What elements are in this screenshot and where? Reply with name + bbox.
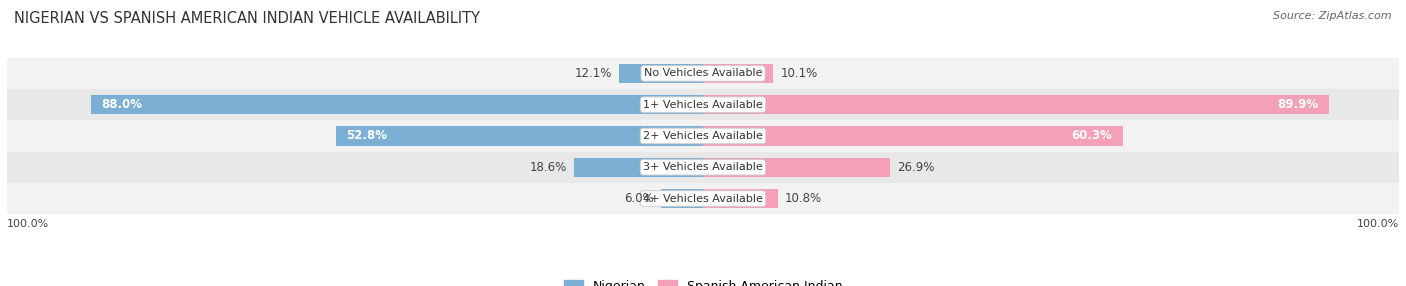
Text: 52.8%: 52.8% <box>346 130 387 142</box>
Bar <box>703 64 773 83</box>
Bar <box>7 58 1399 89</box>
Legend: Nigerian, Spanish American Indian: Nigerian, Spanish American Indian <box>558 275 848 286</box>
Text: 26.9%: 26.9% <box>897 161 935 174</box>
Bar <box>703 189 778 208</box>
Bar <box>703 126 1122 146</box>
Text: 6.0%: 6.0% <box>624 192 654 205</box>
Bar <box>7 183 1399 214</box>
Text: No Vehicles Available: No Vehicles Available <box>644 68 762 78</box>
Bar <box>7 120 1399 152</box>
Bar <box>619 64 703 83</box>
Text: Source: ZipAtlas.com: Source: ZipAtlas.com <box>1274 11 1392 21</box>
Bar <box>7 152 1399 183</box>
Bar <box>574 158 703 177</box>
Text: 100.0%: 100.0% <box>7 219 49 229</box>
Bar <box>661 189 703 208</box>
Text: 2+ Vehicles Available: 2+ Vehicles Available <box>643 131 763 141</box>
Bar <box>90 95 703 114</box>
Text: 12.1%: 12.1% <box>575 67 612 80</box>
Text: 88.0%: 88.0% <box>101 98 142 111</box>
Bar <box>703 95 1329 114</box>
Text: 1+ Vehicles Available: 1+ Vehicles Available <box>643 100 763 110</box>
Bar <box>703 158 890 177</box>
Text: 100.0%: 100.0% <box>1357 219 1399 229</box>
Text: 10.8%: 10.8% <box>785 192 823 205</box>
Text: NIGERIAN VS SPANISH AMERICAN INDIAN VEHICLE AVAILABILITY: NIGERIAN VS SPANISH AMERICAN INDIAN VEHI… <box>14 11 479 26</box>
Text: 18.6%: 18.6% <box>529 161 567 174</box>
Bar <box>336 126 703 146</box>
Text: 60.3%: 60.3% <box>1071 130 1112 142</box>
Text: 3+ Vehicles Available: 3+ Vehicles Available <box>643 162 763 172</box>
Text: 89.9%: 89.9% <box>1277 98 1319 111</box>
Text: 10.1%: 10.1% <box>780 67 817 80</box>
Text: 4+ Vehicles Available: 4+ Vehicles Available <box>643 194 763 204</box>
Bar <box>7 89 1399 120</box>
